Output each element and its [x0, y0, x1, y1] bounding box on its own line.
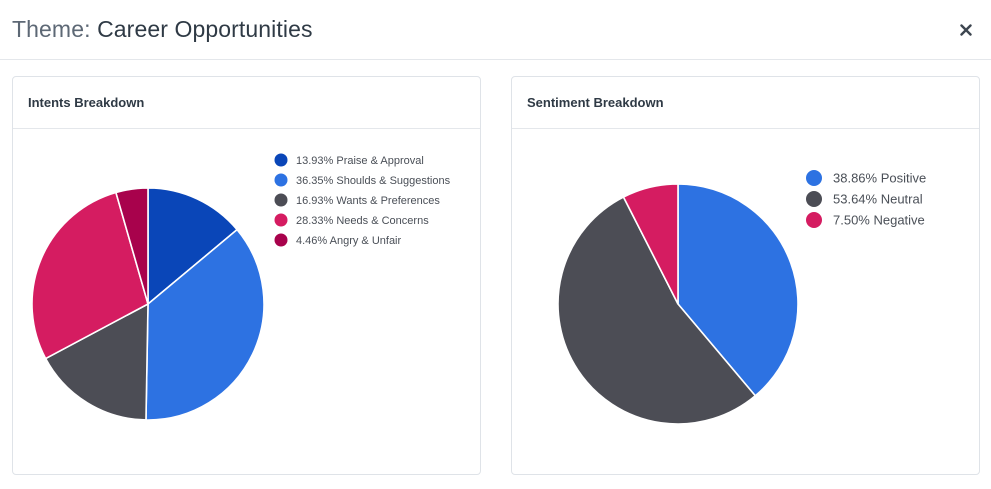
- close-button[interactable]: [955, 19, 977, 41]
- legend-label[interactable]: 28.33% Needs & Concerns: [296, 215, 429, 227]
- pie-slice[interactable]: [147, 187, 239, 306]
- legend-swatch[interactable]: [806, 212, 822, 228]
- legend-swatch[interactable]: [806, 170, 822, 186]
- pie-slice[interactable]: [677, 183, 799, 397]
- legend-label[interactable]: 7.50% Negative: [833, 213, 925, 228]
- card-header: Sentiment Breakdown: [512, 77, 979, 129]
- legend-swatch[interactable]: [274, 213, 288, 227]
- pie-slice[interactable]: [31, 191, 149, 360]
- sentiment-breakdown-card: Sentiment Breakdown 38.86% Positive 53.64…: [511, 76, 980, 475]
- legend-label[interactable]: 4.46% Angry & Unfair: [296, 235, 402, 247]
- title-prefix: Theme:: [12, 16, 91, 42]
- legend-label[interactable]: 13.93% Praise & Approval: [296, 155, 424, 167]
- sentiment-pie-chart: 38.86% Positive 53.64% Neutral 7.50% Negat…: [557, 170, 926, 425]
- page-title: Theme: Career Opportunities: [12, 15, 313, 43]
- legend-swatch[interactable]: [806, 191, 822, 207]
- legend-label[interactable]: 16.93% Wants & Preferences: [296, 195, 440, 207]
- legend-label[interactable]: 36.35% Shoulds & Suggestions: [296, 175, 451, 187]
- modal-header: Theme: Career Opportunities: [0, 0, 991, 60]
- legend-label[interactable]: 38.86% Positive: [833, 171, 926, 186]
- chart-title: Intents Breakdown: [28, 95, 145, 110]
- close-icon[interactable]: [960, 24, 972, 36]
- pie-slice[interactable]: [44, 302, 149, 421]
- legend-swatch[interactable]: [274, 173, 288, 187]
- pie-slice[interactable]: [622, 183, 679, 305]
- pie-slice[interactable]: [114, 187, 149, 305]
- theme-name: Career Opportunities: [97, 16, 313, 42]
- chart-title: Sentiment Breakdown: [527, 95, 664, 110]
- intents-pie-chart: 13.93% Praise & Approval 36.35% Shoulds &…: [31, 153, 451, 421]
- legend-swatch[interactable]: [274, 193, 288, 207]
- pie-slice[interactable]: [557, 196, 757, 425]
- legend-swatch[interactable]: [274, 233, 288, 247]
- legend-label[interactable]: 53.64% Neutral: [833, 192, 923, 207]
- pie-slice[interactable]: [145, 228, 265, 421]
- card-header: Intents Breakdown: [13, 77, 480, 129]
- legend-swatch[interactable]: [274, 153, 288, 167]
- intents-breakdown-card: Intents Breakdown 13.93% Praise & Approv…: [12, 76, 481, 475]
